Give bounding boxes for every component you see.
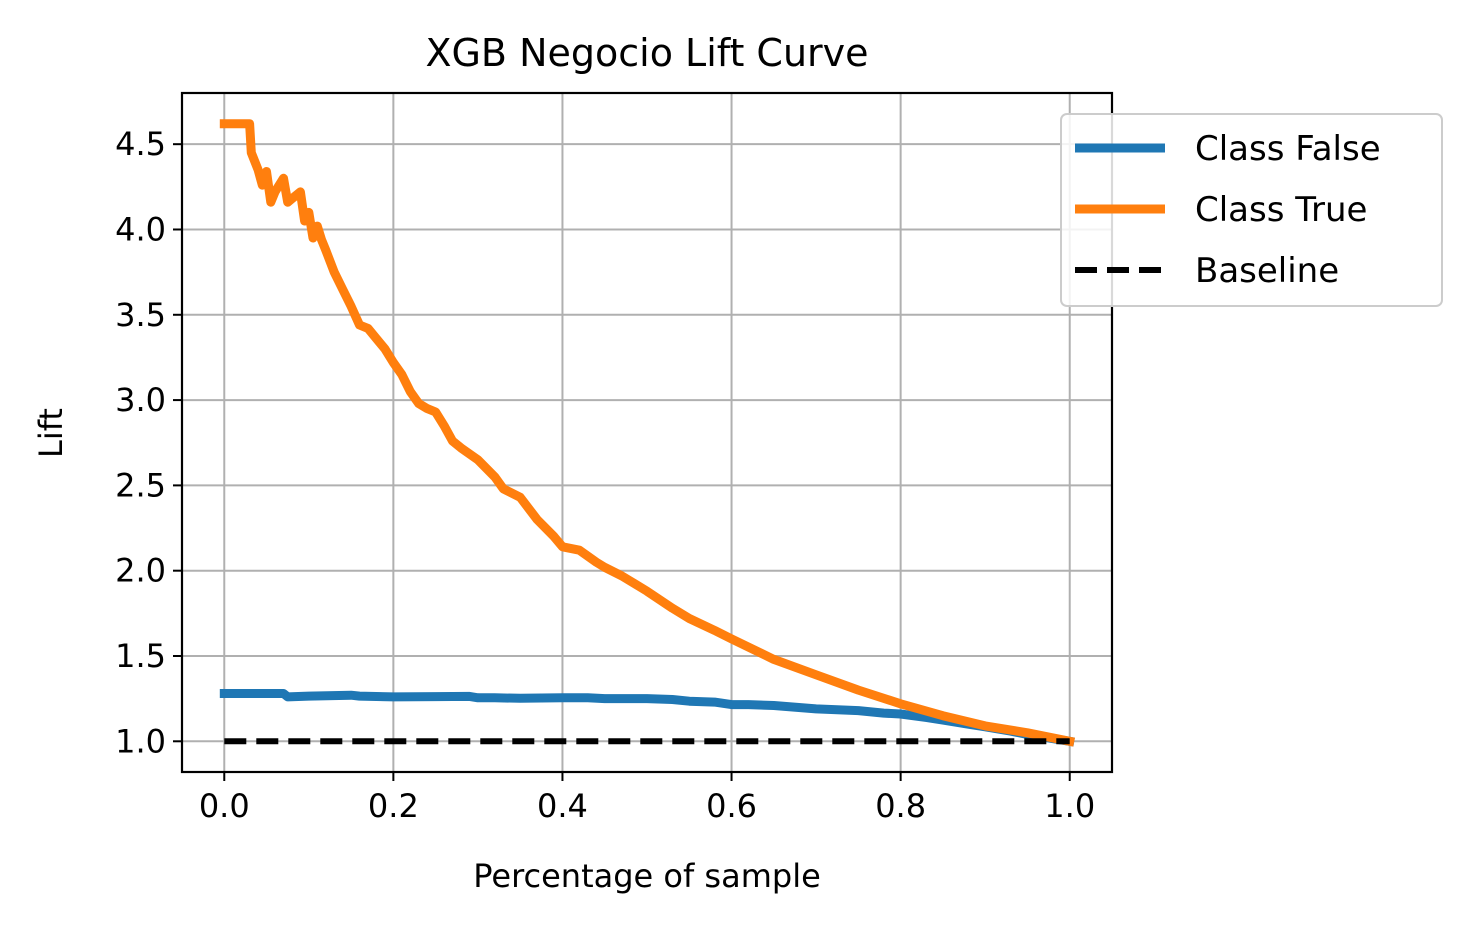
y-tick-label: 3.5 — [115, 296, 166, 334]
y-tick-label: 4.0 — [115, 210, 166, 248]
axis-ticks: 0.0 0.2 0.4 0.6 0.8 1.0 1.0 1.5 2.0 2.5 3.0 3.5 4.0 4… — [115, 125, 1095, 825]
y-tick-label: 2.0 — [115, 552, 166, 590]
x-tick-label: 0.8 — [875, 787, 926, 825]
x-tick-label: 0.0 — [199, 787, 250, 825]
y-tick-label: 1.0 — [115, 722, 166, 760]
legend-label-baseline: Baseline — [1195, 251, 1339, 291]
plot-area-frame — [180, 91, 1114, 774]
y-tick-label: 3.0 — [115, 381, 166, 419]
y-axis-label: Lift — [32, 408, 70, 458]
x-axis-label: Percentage of sample — [473, 857, 821, 895]
y-tick-label: 4.5 — [115, 125, 166, 163]
x-tick-label: 0.4 — [537, 787, 588, 825]
x-tick-label: 1.0 — [1044, 787, 1095, 825]
series-line-class-false — [219, 689, 1075, 747]
legend-label-class-true: Class True — [1195, 190, 1367, 230]
grid-lines — [182, 93, 1112, 772]
legend-label-class-false: Class False — [1195, 129, 1381, 169]
x-tick-label: 0.6 — [706, 787, 757, 825]
series-line-class-true — [219, 119, 1075, 747]
legend: Class False Class True Baseline — [1060, 113, 1443, 307]
x-tick-label: 0.2 — [368, 787, 419, 825]
y-tick-label: 1.5 — [115, 637, 166, 675]
legend-frame — [1060, 113, 1443, 307]
y-tick-label: 2.5 — [115, 466, 166, 504]
chart-title: XGB Negocio Lift Curve — [425, 31, 868, 75]
series-lines — [219, 119, 1075, 747]
